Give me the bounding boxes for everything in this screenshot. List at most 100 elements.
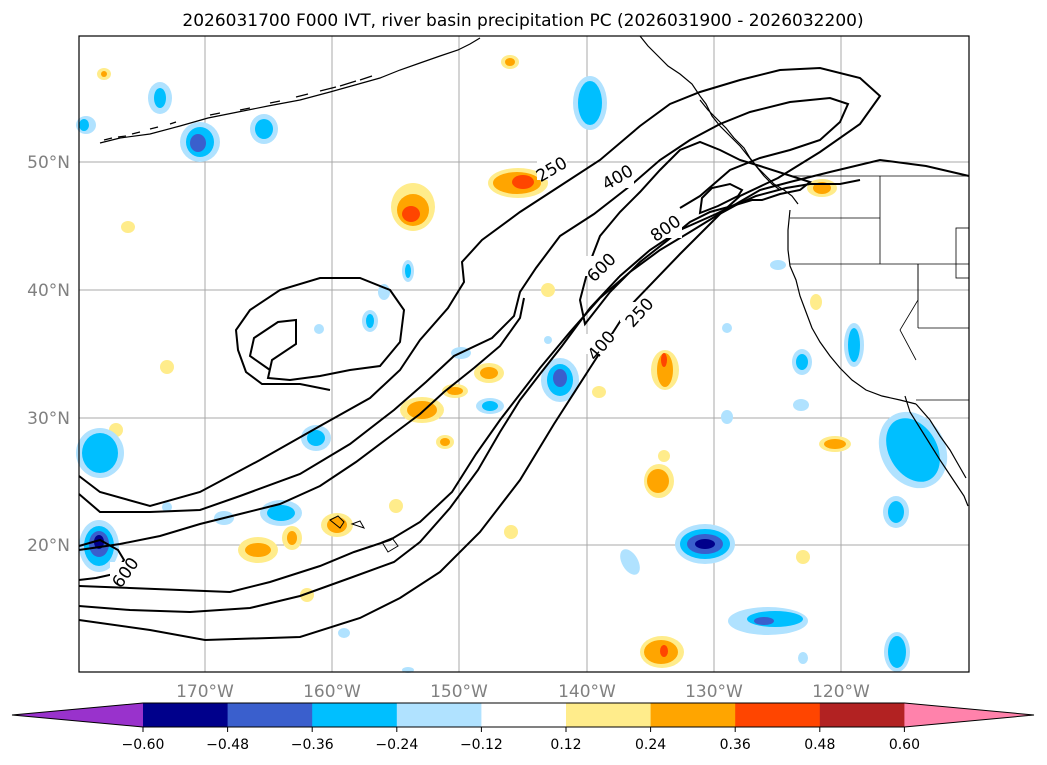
ivt-contour-600-loop — [578, 140, 813, 327]
pc-positive-area — [796, 550, 810, 564]
lat-label: 40°N — [27, 281, 70, 301]
colorbar-tick-label: −0.48 — [206, 737, 249, 753]
colorbar-segment — [735, 703, 821, 727]
lon-label: 140°W — [558, 682, 616, 702]
pc-negative-area — [482, 401, 498, 411]
pc-negative-area — [366, 314, 374, 328]
borders — [790, 175, 970, 401]
pc-negative-area — [798, 652, 808, 664]
gridlines — [79, 36, 969, 672]
pc-positive-area — [389, 499, 403, 513]
pc-positive-area — [512, 175, 534, 189]
map-panel: 250 400 600 800 250 400 600 — [76, 35, 970, 673]
pc-positive-area — [647, 469, 669, 493]
baja-coast — [904, 395, 969, 507]
colorbar-tick-label: 0.60 — [889, 737, 920, 753]
aleutian-islands — [103, 75, 373, 141]
ivt-contour-hook — [78, 297, 525, 551]
colorbar-tick-label: −0.12 — [460, 737, 503, 753]
ivt-contours — [78, 66, 970, 642]
colorbar-tick-label: 0.12 — [550, 737, 581, 753]
pc-negative-area — [314, 324, 324, 334]
lat-label: 50°N — [27, 153, 70, 173]
pc-positive-area — [660, 645, 668, 657]
alaska-coast — [99, 37, 481, 144]
colorbar-tick-label: 0.24 — [635, 737, 666, 753]
colorbar: −0.60 −0.48 −0.36 −0.24 −0.12 0.12 0.24 0.36 0.4… — [11, 702, 1035, 753]
ivt-contour-250-inner — [78, 96, 850, 513]
pc-negative-area — [190, 134, 206, 152]
pc-positive-area — [101, 71, 107, 77]
latitude-labels: 50°N 40°N 30°N 20°N — [27, 153, 70, 556]
lon-label: 170°W — [176, 682, 234, 702]
colorbar-segment — [566, 703, 652, 727]
pc-negative-area — [338, 628, 350, 638]
ivt-contour-600-west — [78, 538, 126, 581]
colorbar-tick-label: −0.36 — [291, 737, 334, 753]
pc-positive-area — [661, 353, 667, 367]
pc-negative-area — [82, 433, 118, 473]
pc-positive-area — [824, 439, 846, 449]
pc-negative-area — [544, 336, 552, 344]
pc-positive-area — [480, 367, 498, 379]
pc-positive-area — [402, 206, 420, 222]
pc-positive-area — [245, 543, 271, 557]
lat-label: 20°N — [27, 536, 70, 556]
pc-positive-area — [447, 387, 463, 395]
pc-negative-area — [722, 323, 732, 333]
colorbar-tick-label: 0.36 — [720, 737, 751, 753]
pc-negative-area — [886, 418, 940, 482]
pc-negative-area — [162, 502, 172, 512]
colorbar-segment — [481, 703, 567, 727]
pc-negative-area — [695, 539, 715, 549]
pc-positive-area — [505, 58, 515, 66]
colorbar-segment — [650, 703, 736, 727]
pc-positive-area — [440, 438, 450, 446]
pc-negative-area — [553, 369, 567, 387]
ivt-contour-400 — [78, 158, 970, 614]
us-west-coast — [787, 209, 917, 405]
bc-coast — [699, 99, 799, 205]
pc-negative-area — [307, 430, 325, 446]
coastlines — [99, 35, 969, 507]
pc-positive-area — [504, 525, 518, 539]
pc-negative-area — [255, 119, 273, 139]
colorbar-tick-label: 0.48 — [804, 737, 835, 753]
colorbar-extend-min — [12, 703, 143, 727]
mexico-coast — [915, 403, 967, 479]
ivt-contour-600 — [78, 179, 861, 594]
pc-negative-area — [770, 260, 786, 270]
colorbar-tick-label: −0.60 — [122, 737, 165, 753]
pc-positive-area — [121, 221, 135, 233]
pc-positive-area — [287, 531, 297, 545]
pc-positive-area — [160, 360, 174, 374]
pc-positive-area — [658, 450, 670, 462]
pc-positive-area — [657, 353, 673, 387]
pc-negative-area — [796, 354, 808, 370]
pc-negative-area — [848, 328, 860, 362]
colorbar-segment — [819, 703, 905, 727]
hawaiian-islands — [329, 515, 399, 553]
pc-negative-area — [721, 410, 733, 424]
figure-title: 2026031700 F000 IVT, river basin precipi… — [182, 11, 863, 31]
colorbar-segment — [143, 703, 229, 727]
pc-negative-area — [94, 535, 104, 549]
pc-negative-area — [888, 501, 904, 523]
map-frame — [78, 35, 970, 673]
longitude-labels: 170°W 160°W 150°W 140°W 130°W 120°W — [176, 682, 870, 702]
pc-negative-area — [754, 617, 774, 625]
colorbar-extend-max — [904, 703, 1034, 727]
pc-negative-area — [793, 399, 809, 411]
lat-label: 30°N — [27, 409, 70, 429]
colorbar-segment — [396, 703, 482, 727]
pc-negative-area — [620, 549, 640, 575]
lon-label: 160°W — [303, 682, 361, 702]
pc-negative-area — [154, 88, 166, 108]
ivt-contour-250-outer — [78, 66, 882, 642]
pc-negative-area — [578, 81, 602, 125]
precip-pc-shading — [76, 55, 948, 673]
lon-label: 130°W — [685, 682, 743, 702]
pc-negative-area — [405, 264, 411, 278]
map-background — [79, 36, 969, 672]
